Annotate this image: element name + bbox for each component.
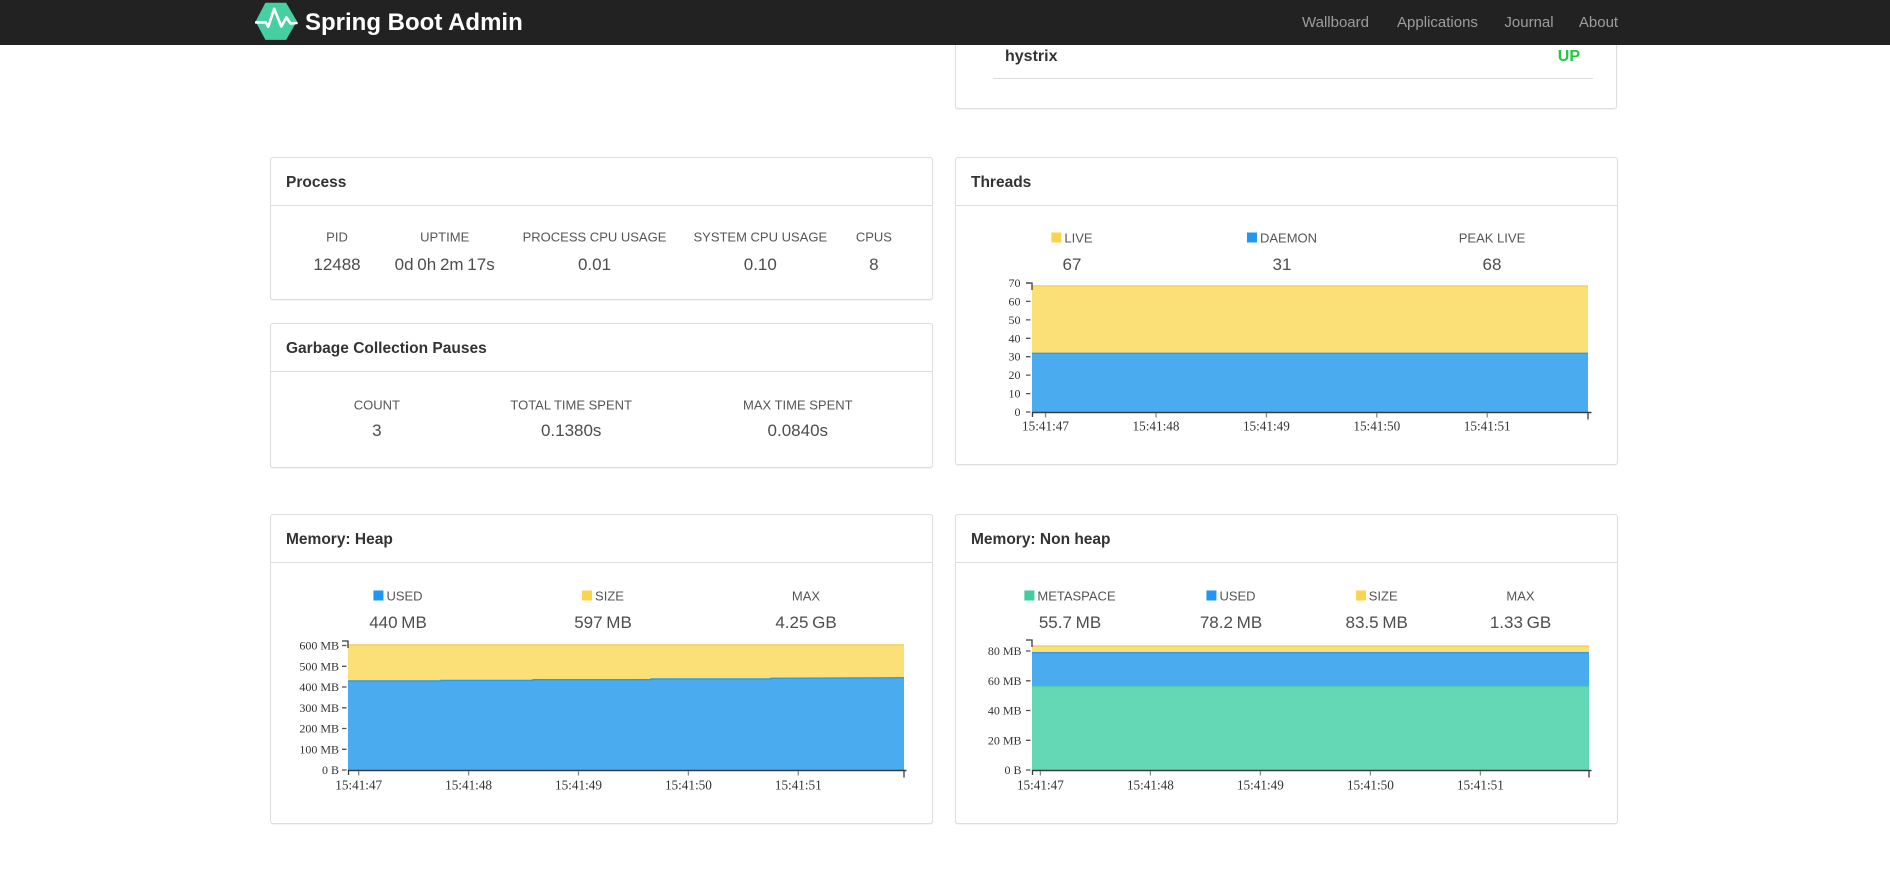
svg-text:80 MB: 80 MB	[988, 644, 1022, 658]
svg-text:0: 0	[1015, 405, 1021, 419]
svg-text:400 MB: 400 MB	[299, 680, 339, 694]
svg-text:15:41:49: 15:41:49	[1243, 418, 1290, 433]
svg-text:15:41:47: 15:41:47	[1022, 418, 1069, 433]
svg-text:40 MB: 40 MB	[988, 704, 1022, 718]
svg-text:15:41:51: 15:41:51	[1457, 778, 1504, 793]
svg-text:15:41:48: 15:41:48	[445, 778, 492, 793]
svg-text:15:41:50: 15:41:50	[1347, 778, 1394, 793]
svg-text:200 MB: 200 MB	[299, 722, 339, 736]
svg-text:15:41:48: 15:41:48	[1127, 778, 1174, 793]
svg-text:100 MB: 100 MB	[299, 742, 339, 756]
svg-text:300 MB: 300 MB	[299, 701, 339, 715]
svg-text:15:41:49: 15:41:49	[1237, 778, 1284, 793]
svg-text:70: 70	[1009, 276, 1021, 290]
svg-text:15:41:47: 15:41:47	[1017, 778, 1064, 793]
svg-text:60 MB: 60 MB	[988, 674, 1022, 688]
svg-text:15:41:47: 15:41:47	[335, 778, 382, 793]
svg-text:15:41:50: 15:41:50	[1353, 418, 1400, 433]
svg-text:15:41:50: 15:41:50	[665, 778, 712, 793]
svg-text:20 MB: 20 MB	[988, 733, 1022, 747]
svg-text:15:41:51: 15:41:51	[1464, 418, 1511, 433]
svg-text:15:41:48: 15:41:48	[1133, 418, 1180, 433]
svg-text:10: 10	[1009, 387, 1021, 401]
svg-text:20: 20	[1009, 368, 1021, 382]
svg-text:500 MB: 500 MB	[299, 659, 339, 673]
svg-text:30: 30	[1009, 350, 1021, 364]
svg-text:50: 50	[1009, 313, 1021, 327]
svg-text:60: 60	[1009, 294, 1021, 308]
svg-text:15:41:49: 15:41:49	[555, 778, 602, 793]
svg-text:40: 40	[1009, 331, 1021, 345]
svg-text:0 B: 0 B	[322, 763, 339, 777]
svg-text:0 B: 0 B	[1004, 763, 1021, 777]
svg-text:15:41:51: 15:41:51	[775, 778, 822, 793]
svg-text:600 MB: 600 MB	[299, 639, 339, 653]
